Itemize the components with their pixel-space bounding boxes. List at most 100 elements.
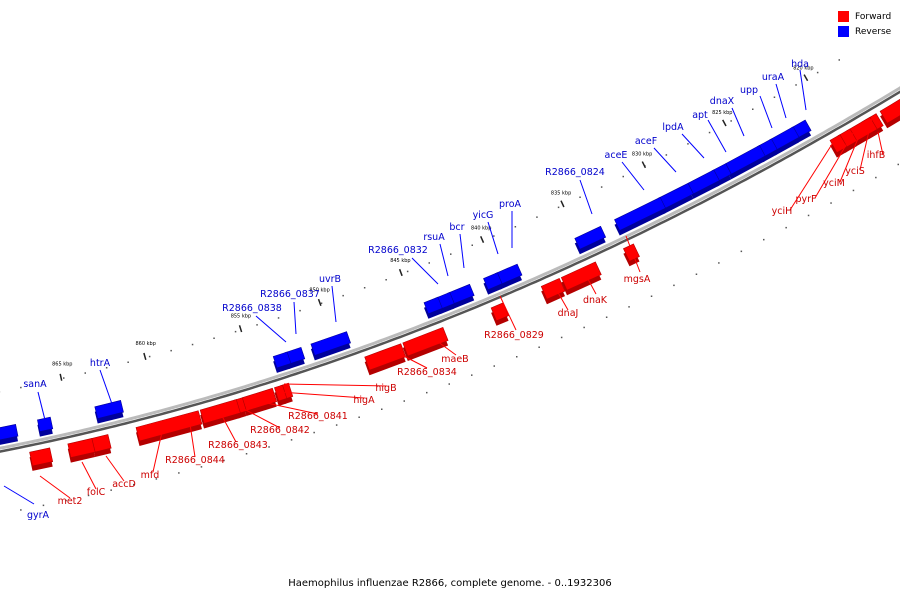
scale-dot — [773, 96, 776, 98]
forward-gene-label-folc[interactable]: folC — [87, 487, 106, 498]
scale-dot — [628, 306, 630, 308]
forward-gene-18-face — [67, 438, 96, 458]
reverse-gene-label-sana[interactable]: sanA — [23, 379, 47, 390]
forward-gene-label-maeb[interactable]: maeB — [441, 354, 468, 365]
forward-label-line — [279, 391, 365, 399]
reverse-gene-label-apt[interactable]: apt — [692, 110, 708, 121]
reverse-label-line — [775, 83, 787, 119]
forward-label-line — [261, 401, 319, 415]
forward-gene-label-r2866-0843[interactable]: R2866_0843 — [208, 440, 268, 451]
reverse-gene-label-upp[interactable]: upp — [740, 85, 758, 96]
reverse-gene-17[interactable] — [94, 400, 124, 424]
reverse-gene-label-bcr[interactable]: bcr — [449, 222, 464, 233]
reverse-gene-label-uraa[interactable]: uraA — [762, 72, 785, 83]
forward-gene-label-r2866-0829[interactable]: R2866_0829 — [484, 330, 544, 341]
forward-swatch — [838, 11, 849, 22]
reverse-gene-label-acef[interactable]: aceF — [635, 136, 657, 147]
forward-gene-label-higb[interactable]: higB — [375, 383, 396, 394]
forward-gene-label-pyrf[interactable]: pyrF — [795, 194, 816, 205]
tick-mark — [238, 325, 243, 333]
forward-gene-label-dnaj[interactable]: dnaJ — [558, 308, 579, 319]
scale-dot — [155, 478, 158, 480]
scale-dot — [320, 302, 323, 304]
forward-gene-18[interactable] — [67, 438, 96, 463]
reverse-gene-label-hda[interactable]: hda — [791, 59, 809, 70]
forward-gene-label-dnak[interactable]: dnaK — [583, 295, 608, 306]
forward-gene-label-mgsa[interactable]: mgsA — [624, 274, 651, 285]
scale-dot — [816, 71, 819, 74]
tick-mark — [398, 268, 403, 277]
forward-gene-13[interactable] — [241, 387, 278, 416]
forward-gene-17[interactable] — [91, 434, 112, 458]
forward-gene-label-higa[interactable]: higA — [353, 395, 375, 406]
reverse-gene-label-rsua[interactable]: rsuA — [423, 232, 445, 243]
forward-gene-label-met2[interactable]: met2 — [58, 496, 83, 507]
forward-gene-6-face — [560, 261, 602, 291]
forward-label-line — [581, 267, 597, 295]
reverse-gene-8[interactable] — [574, 225, 607, 255]
scale-dot — [875, 176, 877, 179]
reverse-gene-label-r2866-0832[interactable]: R2866_0832 — [368, 245, 428, 256]
forward-gene-19[interactable] — [29, 447, 54, 471]
forward-gene-0[interactable] — [879, 97, 900, 129]
forward-gene-label-r2866-0834[interactable]: R2866_0834 — [397, 367, 457, 378]
forward-gene-9[interactable] — [402, 327, 449, 361]
scale-dot — [426, 391, 428, 394]
forward-gene-label-ycis[interactable]: yciS — [845, 166, 865, 177]
forward-gene-6[interactable] — [560, 261, 602, 296]
reverse-gene-13[interactable] — [423, 296, 443, 319]
scale-dot — [256, 324, 258, 326]
reverse-label-line — [707, 119, 727, 153]
reverse-gene-label-htra[interactable]: htrA — [90, 358, 111, 369]
scale-dot — [450, 253, 452, 255]
reverse-gene-label-proa[interactable]: proA — [499, 199, 522, 210]
forward-gene-7[interactable] — [540, 278, 566, 305]
forward-label-line — [789, 137, 837, 211]
forward-gene-label-r2866-0844[interactable]: R2866_0844 — [165, 455, 225, 466]
forward-label-line — [283, 383, 387, 387]
forward-gene-5[interactable] — [622, 243, 640, 267]
reverse-gene-label-uvrb[interactable]: uvrB — [319, 274, 341, 285]
reverse-gene-label-r2866-0838[interactable]: R2866_0838 — [222, 303, 282, 314]
forward-gene-16-face — [135, 410, 203, 442]
forward-gene-8[interactable] — [490, 302, 509, 326]
reverse-gene-10[interactable] — [483, 272, 503, 295]
forward-gene-label-ycih[interactable]: yciH — [772, 206, 793, 217]
reverse-gene-label-r2866-0824[interactable]: R2866_0824 — [545, 167, 605, 178]
reverse-gene-18[interactable] — [37, 416, 54, 437]
reverse-gene-label-dnax[interactable]: dnaX — [710, 96, 735, 107]
forward-gene-label-r2866-0842[interactable]: R2866_0842 — [250, 425, 310, 436]
reverse-gene-label-lpda[interactable]: lpdA — [662, 122, 684, 133]
reverse-gene-19[interactable] — [0, 424, 19, 446]
reverse-label-line — [411, 257, 439, 285]
scale-dot — [335, 424, 338, 426]
forward-label-line — [152, 431, 163, 473]
tick-label: 840 kbp — [471, 226, 491, 232]
reverse-gene-16[interactable] — [272, 351, 292, 373]
forward-gene-label-ycim[interactable]: yciM — [823, 178, 845, 189]
reverse-gene-7[interactable] — [614, 196, 666, 236]
reverse-gene-label-r2866-0837[interactable]: R2866_0837 — [260, 289, 320, 300]
reverse-label-line — [459, 233, 465, 269]
forward-gene-label-accd[interactable]: accD — [112, 479, 136, 490]
forward-gene-label-mfd[interactable]: mfd — [141, 470, 160, 481]
scale-dot — [342, 294, 344, 297]
forward-label-line — [859, 117, 873, 171]
scale-dot — [178, 472, 180, 474]
scale-dot — [41, 382, 43, 384]
scale-dot — [600, 186, 603, 188]
reverse-gene-3[interactable] — [725, 144, 766, 180]
reverse-gene-label-acee[interactable]: aceE — [605, 150, 628, 161]
scale-dot — [673, 284, 675, 287]
forward-gene-label-ihfb[interactable]: ihfB — [867, 150, 886, 161]
forward-gene-label-r2866-0841[interactable]: R2866_0841 — [288, 411, 348, 422]
forward-gene-4[interactable] — [829, 134, 848, 158]
forward-gene-16[interactable] — [135, 410, 203, 446]
forward-gene-12[interactable] — [274, 384, 288, 406]
reverse-label-line — [37, 391, 47, 425]
forward-gene-15[interactable] — [199, 399, 241, 429]
forward-gene-9-face — [402, 327, 449, 357]
reverse-gene-label-yicg[interactable]: yicG — [473, 210, 494, 221]
reverse-gene-label-gyra[interactable]: gyrA — [27, 510, 50, 521]
reverse-gene-14[interactable] — [310, 331, 351, 361]
